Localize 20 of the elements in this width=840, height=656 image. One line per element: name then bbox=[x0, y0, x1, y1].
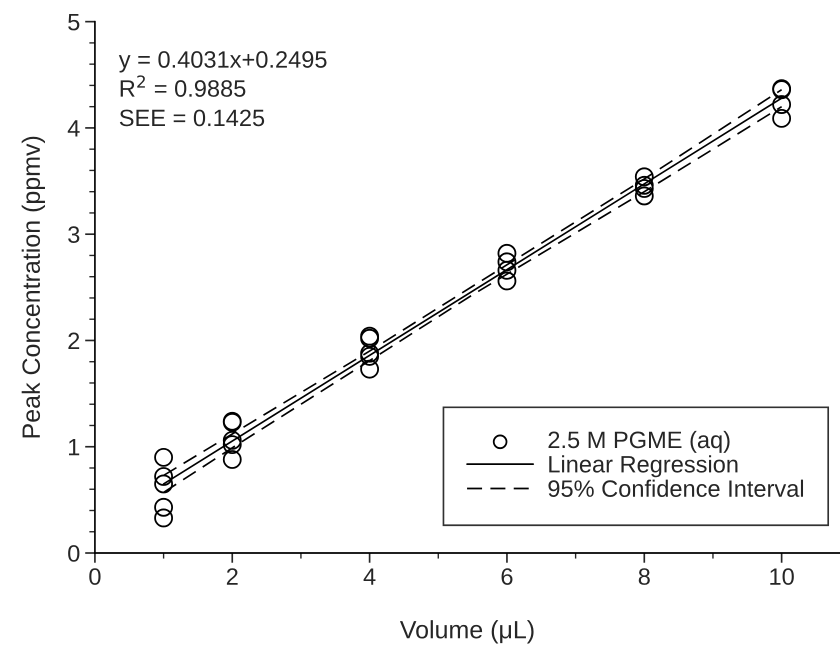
annotation: SEE = 0.1425 bbox=[120, 110, 264, 126]
y-axis-title: Peak Concentration (ppmv) bbox=[22, 136, 45, 438]
y-tick-label: 4 bbox=[68, 120, 80, 136]
legend-label: 95% Confidence Interval bbox=[548, 480, 804, 497]
y-tick-label: 1 bbox=[69, 439, 80, 456]
x-axis-title: Volume (μL) bbox=[400, 620, 534, 644]
legend-label: Linear Regression bbox=[549, 455, 738, 478]
x-tick-label: 6 bbox=[502, 568, 512, 585]
x-tick-label: 0 bbox=[89, 568, 101, 585]
legend-label: 2.5 M PGME (aq) bbox=[548, 430, 730, 453]
annotation: y = 0.4031x+0.2495 bbox=[118, 51, 327, 73]
y-tick-label: 5 bbox=[68, 14, 80, 30]
y-tick-label: 2 bbox=[68, 332, 80, 350]
x-tick-label: 10 bbox=[770, 568, 794, 585]
y-tick-label: 3 bbox=[68, 226, 80, 243]
x-tick-label: 4 bbox=[364, 568, 376, 585]
y-tick-label: 0 bbox=[68, 545, 80, 562]
x-tick-label: 8 bbox=[638, 568, 650, 585]
x-tick-label: 2 bbox=[226, 568, 238, 585]
annotation: R$^{2}$ = 0.9885 bbox=[120, 75, 246, 97]
